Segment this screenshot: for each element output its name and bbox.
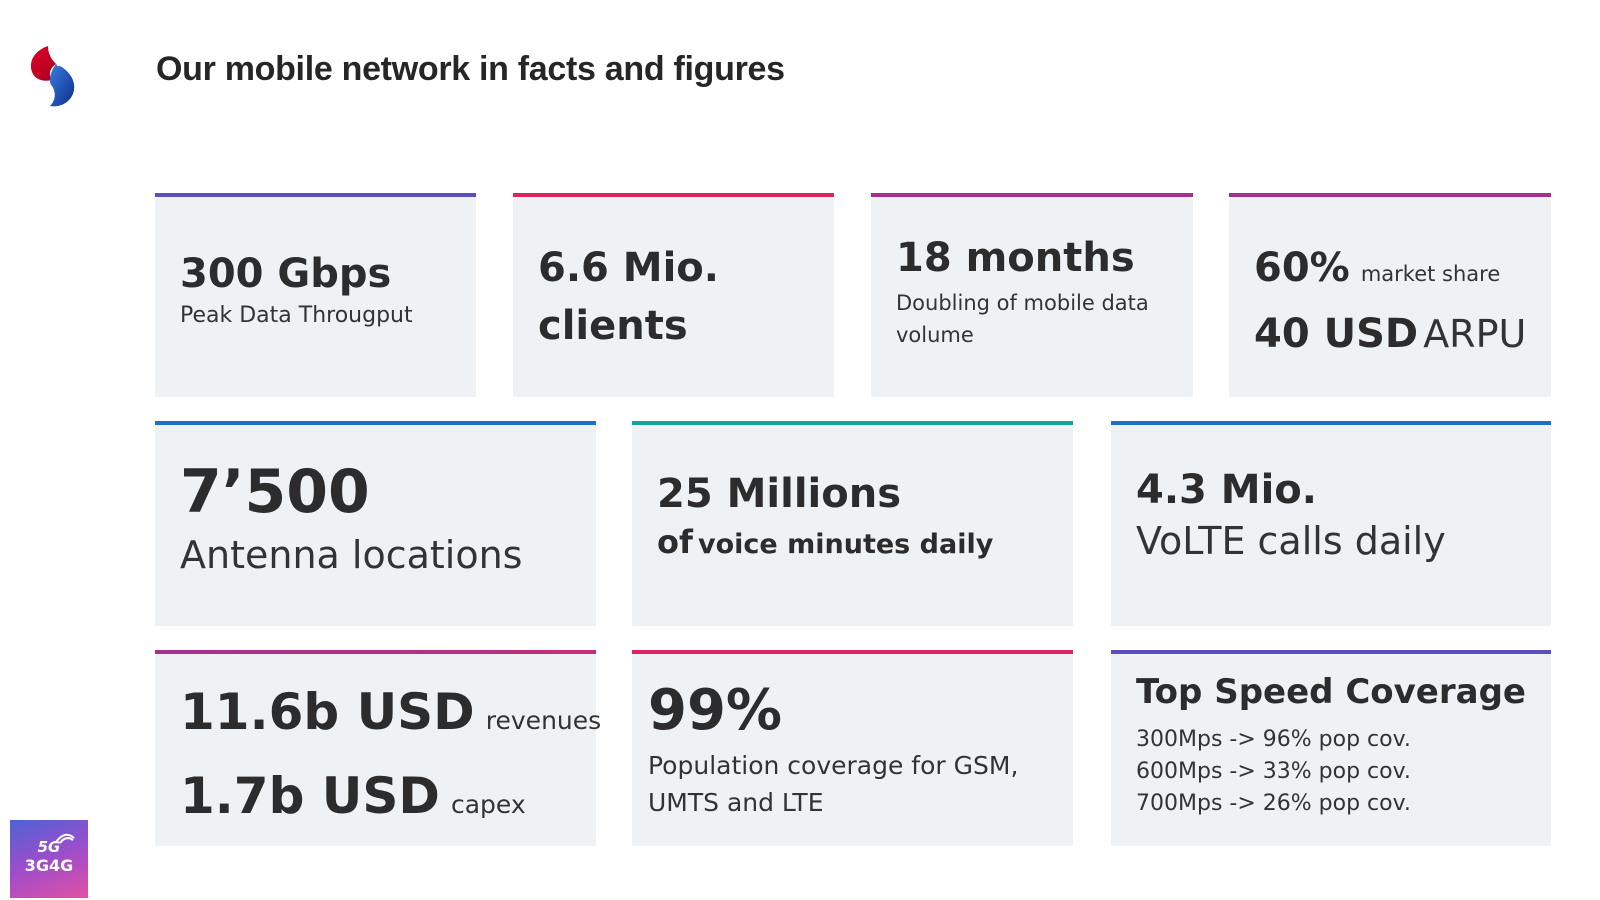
antenna-value: 7’500 [180,457,370,527]
network-generation-badge: 5G 3G4G [10,820,88,898]
voice-value: 25 Millions [657,471,902,517]
card-population-coverage: 99% Population coverage for GSM, UMTS an… [632,650,1073,846]
card-peak-throughput: 300 Gbps Peak Data Througput [155,193,476,397]
card-antenna-locations: 7’500 Antenna locations [155,421,596,626]
volte-value: 4.3 Mio. [1136,467,1317,513]
doubling-value: 18 months [896,235,1135,281]
card-top-bar [632,421,1073,425]
population-value: 99% [648,678,783,743]
card-top-bar [513,193,834,197]
badge-5g-label: 5G [37,838,61,856]
market-share-value: 60% [1254,245,1350,291]
speed-line: 700Mps -> 26% pop cov. [1136,791,1411,816]
card-market-share: 60% market share 40 USD ARPU [1229,193,1551,397]
card-data-doubling: 18 months Doubling of mobile data volume [871,193,1193,397]
population-label-line2: UMTS and LTE [648,788,824,817]
capex-value: 1.7b USD [180,767,440,825]
page-title: Our mobile network in facts and figures [156,50,785,88]
volte-label: VoLTE calls daily [1136,519,1446,563]
card-top-bar [155,421,596,425]
card-clients: 6.6 Mio. clients [513,193,834,397]
voice-label-of: of [657,523,693,561]
voice-label: voice minutes daily [698,529,994,560]
card-top-bar [1111,650,1551,654]
card-top-speed-coverage: Top Speed Coverage 300Mps -> 96% pop cov… [1111,650,1551,846]
badge-3g4g-label: 3G4G [24,856,74,875]
antenna-label: Antenna locations [180,533,523,577]
speed-title: Top Speed Coverage [1136,672,1526,712]
card-top-bar [1111,421,1551,425]
speed-line: 300Mps -> 96% pop cov. [1136,727,1411,752]
card-voice-minutes: 25 Millions of voice minutes daily [632,421,1073,626]
throughput-label: Peak Data Througput [180,303,413,328]
card-top-bar [632,650,1073,654]
arpu-label: ARPU [1423,312,1527,356]
card-volte-calls: 4.3 Mio. VoLTE calls daily [1111,421,1551,626]
capex-label: capex [450,790,526,819]
throughput-value: 300 Gbps [180,251,392,297]
card-financials: 11.6b USD revenues 1.7b USD capex [155,650,601,846]
revenue-label: revenues [485,706,602,735]
swisscom-logo-icon [30,46,75,107]
signal-wave-icon [55,833,75,844]
market-share-label: market share [1360,262,1501,286]
clients-value: 6.6 Mio. [538,245,719,291]
population-label-line1: Population coverage for GSM, [648,751,1019,780]
card-top-bar [155,650,596,654]
clients-label: clients [538,303,688,349]
revenue-value: 11.6b USD [180,683,475,741]
doubling-label-line1: Doubling of mobile data [896,291,1149,315]
card-top-bar [871,193,1193,197]
doubling-label-line2: volume [896,323,974,347]
card-top-bar [155,193,476,197]
card-top-bar [1229,193,1551,197]
arpu-value: 40 USD [1254,311,1419,357]
speed-line: 600Mps -> 33% pop cov. [1136,759,1411,784]
